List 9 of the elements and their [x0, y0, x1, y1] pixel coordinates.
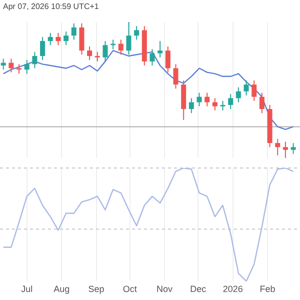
x-tick-label: Jul — [21, 284, 33, 294]
x-tick-label: Dec — [190, 284, 207, 294]
x-tick-label: Nov — [156, 284, 174, 294]
x-tick-label: Aug — [54, 284, 70, 294]
x-tick-label: Sep — [88, 284, 104, 294]
x-tick-label: 2026 — [222, 284, 243, 294]
x-tick-label: Feb — [260, 284, 276, 294]
x-tick-label: Oct — [122, 284, 138, 294]
text: Apr 07, 2026 10:59 UTC+1 — [3, 2, 99, 11]
